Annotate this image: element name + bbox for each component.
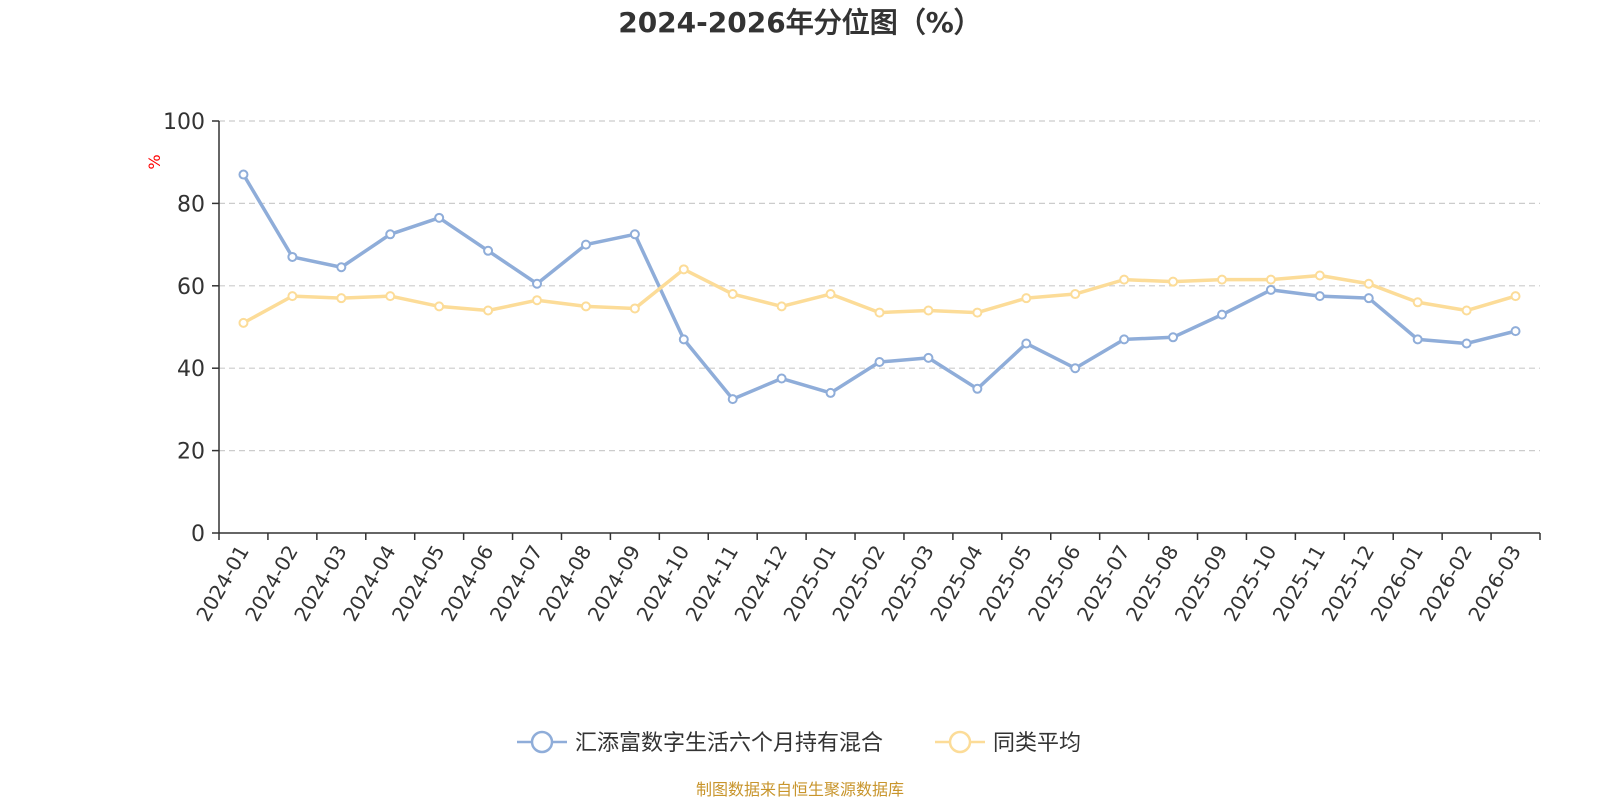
data-point[interactable] [825, 387, 836, 398]
data-point[interactable] [1119, 274, 1130, 285]
legend-item-1[interactable]: 同类平均 [935, 730, 1081, 756]
data-point[interactable] [1216, 274, 1227, 285]
data-point[interactable] [874, 307, 885, 318]
data-point[interactable] [1314, 291, 1325, 302]
data-point[interactable] [483, 245, 494, 256]
series-0 [238, 169, 1521, 405]
data-point[interactable] [1412, 334, 1423, 345]
data-point[interactable] [238, 317, 249, 328]
data-point[interactable] [1168, 276, 1179, 287]
data-point[interactable] [1363, 278, 1374, 289]
y-tick-label: 100 [163, 110, 205, 135]
y-tick-label: 40 [177, 357, 205, 382]
legend-marker-icon [530, 730, 554, 754]
legend-label: 同类平均 [993, 731, 1081, 756]
series-lines [238, 169, 1521, 405]
data-source-note: 制图数据来自恒生聚源数据库 [696, 780, 904, 799]
data-point[interactable] [678, 264, 689, 275]
data-point[interactable] [1265, 274, 1276, 285]
data-point[interactable] [923, 352, 934, 363]
data-point[interactable] [972, 383, 983, 394]
legend-item-0[interactable]: 汇添富数字生活六个月持有混合 [517, 730, 883, 756]
data-point[interactable] [1412, 297, 1423, 308]
legend[interactable]: 汇添富数字生活六个月持有混合 同类平均 [517, 730, 1081, 756]
data-point[interactable] [629, 229, 640, 240]
data-point[interactable] [1510, 291, 1521, 302]
data-point[interactable] [776, 301, 787, 312]
legend-label: 汇添富数字生活六个月持有混合 [575, 731, 883, 756]
y-tick-label: 0 [191, 522, 205, 547]
data-point[interactable] [1461, 338, 1472, 349]
data-point[interactable] [1461, 305, 1472, 316]
data-point[interactable] [1363, 293, 1374, 304]
y-tick-label: 80 [177, 192, 205, 217]
data-point[interactable] [336, 262, 347, 273]
data-point[interactable] [238, 169, 249, 180]
data-point[interactable] [385, 229, 396, 240]
data-point[interactable] [434, 212, 445, 223]
chart-title: 2024-2026年分位图（%） [618, 6, 982, 39]
data-point[interactable] [678, 334, 689, 345]
series-1 [238, 264, 1521, 328]
legend-marker-icon [948, 730, 972, 754]
y-tick-label: 60 [177, 275, 205, 300]
data-point[interactable] [336, 293, 347, 304]
data-point[interactable] [385, 291, 396, 302]
data-point[interactable] [776, 373, 787, 384]
data-point[interactable] [1510, 326, 1521, 337]
y-tick-label: 20 [177, 440, 205, 465]
data-point[interactable] [483, 305, 494, 316]
data-point[interactable] [287, 291, 298, 302]
data-point[interactable] [727, 289, 738, 300]
data-point[interactable] [1021, 338, 1032, 349]
data-point[interactable] [1314, 270, 1325, 281]
data-point[interactable] [434, 301, 445, 312]
data-point[interactable] [580, 239, 591, 250]
data-point[interactable] [629, 303, 640, 314]
data-point[interactable] [1021, 293, 1032, 304]
data-point[interactable] [972, 307, 983, 318]
data-point[interactable] [287, 251, 298, 262]
data-point[interactable] [923, 305, 934, 316]
data-point[interactable] [1168, 332, 1179, 343]
y-axis-unit: % [145, 154, 164, 169]
data-point[interactable] [1070, 289, 1081, 300]
data-point[interactable] [1070, 363, 1081, 374]
data-point[interactable] [1265, 284, 1276, 295]
data-point[interactable] [874, 357, 885, 368]
data-point[interactable] [532, 295, 543, 306]
data-point[interactable] [1216, 309, 1227, 320]
data-point[interactable] [1119, 334, 1130, 345]
data-point[interactable] [532, 278, 543, 289]
gridlines [219, 120, 1540, 452]
data-point[interactable] [580, 301, 591, 312]
data-point[interactable] [825, 289, 836, 300]
data-point[interactable] [727, 394, 738, 405]
